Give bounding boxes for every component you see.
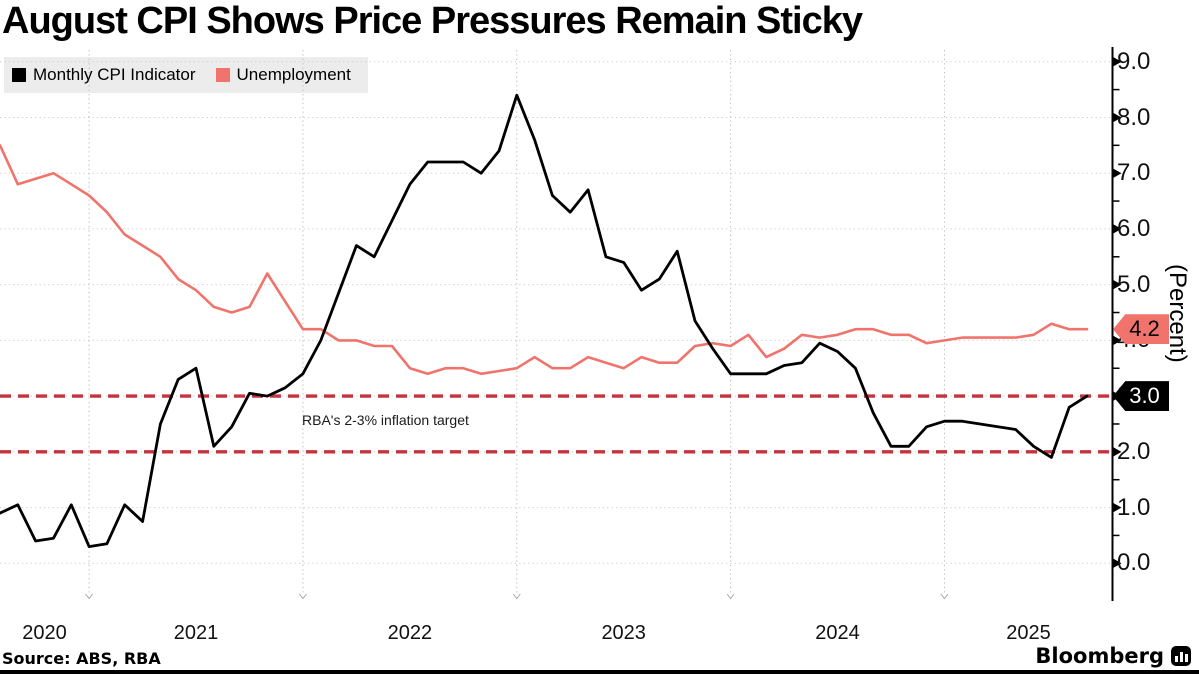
y-axis-tick-label: 2.0 (1117, 437, 1151, 465)
unemployment-swatch-icon (215, 68, 230, 82)
legend-label-cpi: Monthly CPI Indicator (33, 65, 196, 84)
chart-title: August CPI Shows Price Pressures Remain … (2, 0, 863, 42)
inflation-target-annotation: RBA's 2-3% inflation target (302, 412, 469, 428)
year-tick-mark (726, 593, 735, 600)
bloomberg-terminal-icon (1171, 646, 1191, 666)
cpi-line (0, 93, 1089, 548)
unemployment-value-badge: 4.2 (1113, 314, 1169, 345)
bloomberg-logo: Bloomberg (1035, 644, 1191, 668)
cpi-swatch-icon (12, 68, 26, 82)
y-axis-title: (Percent) (1164, 264, 1191, 363)
legend-background (4, 57, 368, 93)
year-tick-mark (299, 593, 307, 600)
year-tick-mark (85, 593, 93, 600)
cpi-value-badge: 3.0 (1113, 381, 1169, 412)
legend: Monthly CPI Indicator Unemployment (4, 57, 365, 93)
x-axis-year-label: 2023 (601, 622, 646, 644)
y-axis-tick-label: 1.0 (1117, 493, 1151, 521)
year-tick-mark (940, 593, 949, 600)
x-axis-year-label: 2022 (387, 622, 433, 644)
unemployment-line (0, 144, 1089, 376)
source-note: Source: ABS, RBA (2, 649, 161, 668)
y-axis-tick-label: 0.0 (1117, 549, 1151, 577)
bottom-divider (0, 670, 1199, 674)
legend-label-unemployment: Unemployment (236, 65, 351, 84)
legend-item-unemployment: Unemployment (215, 65, 351, 85)
y-axis-tick-label: 9.0 (1117, 47, 1151, 75)
x-axis-year-label: 2025 (1006, 622, 1051, 644)
x-axis-year-label: 2024 (815, 622, 860, 644)
legend-item-cpi: Monthly CPI Indicator (12, 65, 196, 85)
x-axis-year-label: 2020 (22, 622, 67, 644)
year-tick-mark (512, 593, 521, 600)
y-axis-tick-label: 8.0 (1117, 103, 1151, 131)
y-axis-tick-label: 5.0 (1117, 270, 1151, 298)
y-axis-tick-label: 6.0 (1117, 214, 1151, 242)
y-axis-tick-label: 7.0 (1117, 159, 1151, 187)
x-axis-year-label: 2021 (173, 622, 219, 644)
bloomberg-wordmark: Bloomberg (1035, 644, 1164, 668)
